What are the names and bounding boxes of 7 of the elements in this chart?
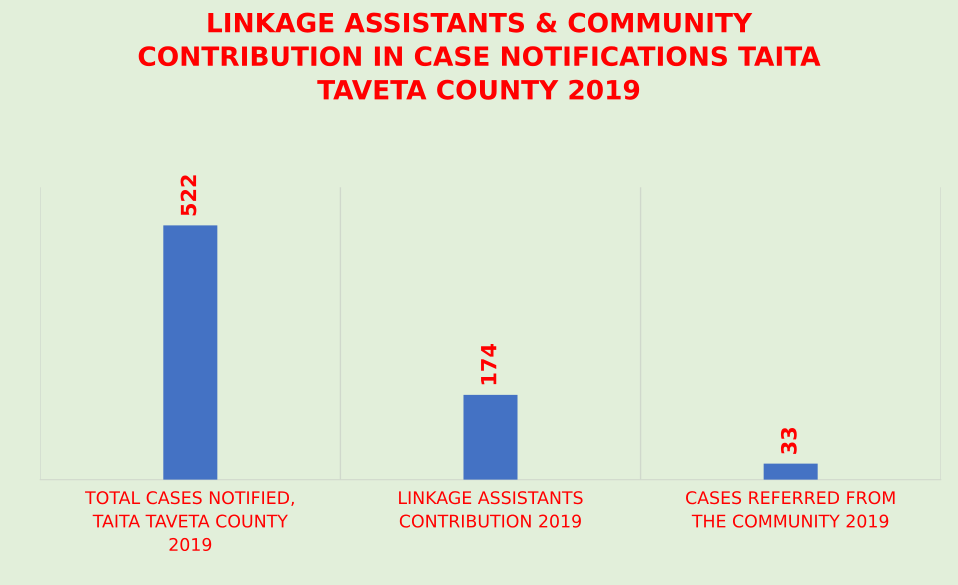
x-tick-label: CASES REFERRED FROM THE COMMUNITY 2019 [686,491,895,528]
chart-title: LINKAGE ASSISTANTS & COMMUNITY CONTRIBUTION IN CASE NOTIFICATIONS TAITA TAVETA COUNTY 2019 [138,12,820,100]
x-tick-label: TOTAL CASES NOTIFIED, TAITA TAVETA COUNTY 2019 [85,491,294,552]
data-label: 522 [180,175,196,216]
x-tick-label: LINKAGE ASSISTANTS CONTRIBUTION 2019 [399,491,583,528]
data-label: 174 [481,344,496,384]
data-label: 33 [780,428,797,454]
